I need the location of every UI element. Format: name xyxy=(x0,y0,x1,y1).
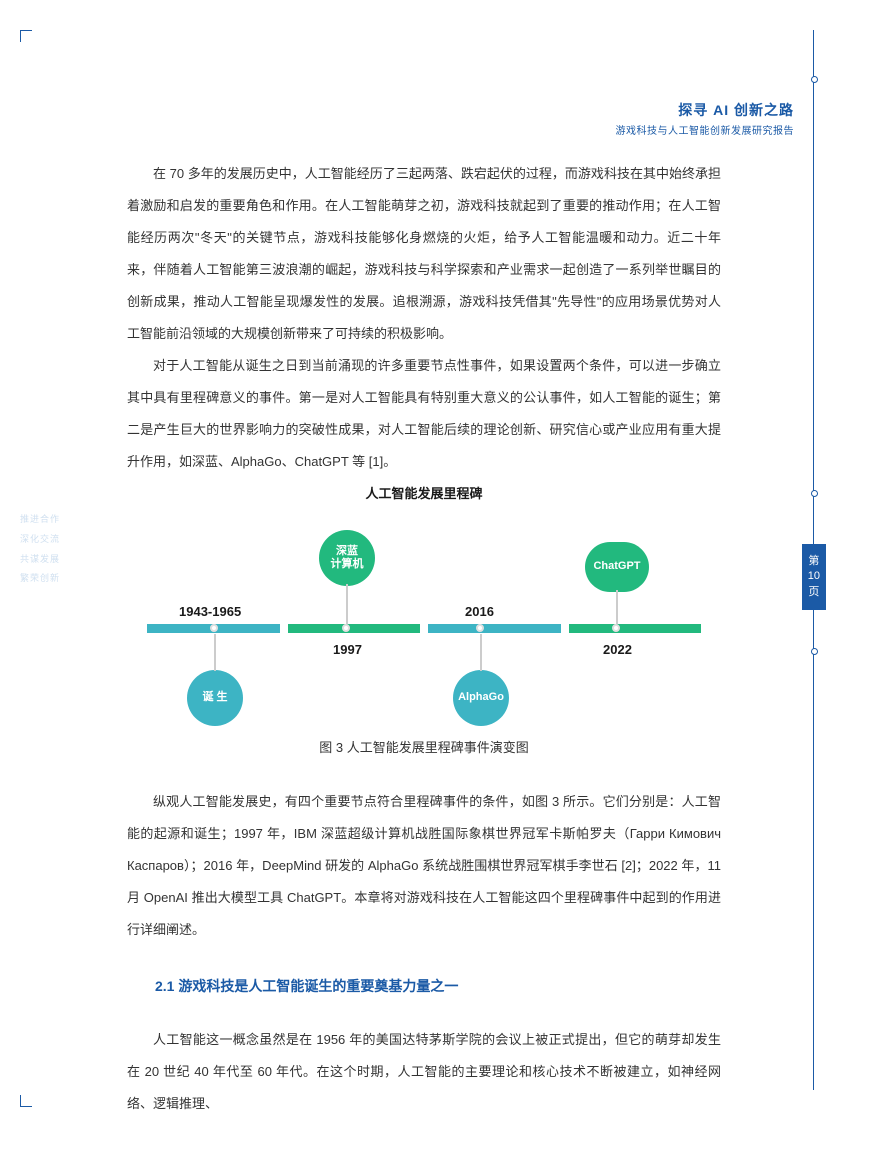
chart-caption: 图 3 人工智能发展里程碑事件演变图 xyxy=(127,737,721,756)
frag-1: 推进合作 xyxy=(20,510,60,530)
content-area: 在 70 多年的发展历史中，人工智能经历了三起两落、跌宕起伏的过程，而游戏科技在… xyxy=(127,158,721,1120)
paragraph-2: 对于人工智能从诞生之日到当前涌现的许多重要节点性事件，如果设置两个条件，可以进一… xyxy=(127,350,721,478)
connector-chatgpt xyxy=(616,590,618,625)
chart-title: 人工智能发展里程碑 xyxy=(127,483,721,502)
page: 推进合作 深化交流 共谋发展 繁荣创新 探寻 AI 创新之路 游戏科技与人工智能… xyxy=(0,0,869,1152)
year-range: 1943-1965 xyxy=(179,604,241,619)
connector-alphago xyxy=(480,634,482,671)
node-birth-label: 诞 生 xyxy=(202,691,227,704)
connector-birth xyxy=(214,634,216,671)
header: 探寻 AI 创新之路 游戏科技与人工智能创新发展研究报告 xyxy=(616,100,795,137)
node-chatgpt: ChatGPT xyxy=(585,542,649,592)
corner-top-left xyxy=(20,30,32,42)
connector-deepblue xyxy=(346,584,348,624)
chart-section: 人工智能发展里程碑 深蓝 计算机 ChatGPT 诞 生 AlphaGo xyxy=(127,483,721,756)
node-alphago-label: AlphaGo xyxy=(458,691,504,704)
node-deepblue: 深蓝 计算机 xyxy=(319,530,375,586)
section-heading: 2.1 游戏科技是人工智能诞生的重要奠基力量之一 xyxy=(155,976,721,996)
margin-dot-3 xyxy=(811,648,818,655)
node-deepblue-l1: 深蓝 xyxy=(336,545,358,558)
timeline-segment xyxy=(569,624,702,633)
paragraph-1: 在 70 多年的发展历史中，人工智能经历了三起两落、跌宕起伏的过程，而游戏科技在… xyxy=(127,158,721,350)
paragraph-3: 纵观人工智能发展史，有四个重要节点符合里程碑事件的条件，如图 3 所示。它们分别… xyxy=(127,786,721,946)
timeline-segment xyxy=(428,624,561,633)
page-num-bottom: 页 xyxy=(808,585,820,600)
timeline: 深蓝 计算机 ChatGPT 诞 生 AlphaGo 1943-1965 201… xyxy=(147,512,701,732)
year-2016: 2016 xyxy=(465,604,494,619)
margin-dot-2 xyxy=(811,490,818,497)
timeline-dot-2 xyxy=(342,624,350,632)
node-alphago: AlphaGo xyxy=(453,670,509,726)
header-title: 探寻 AI 创新之路 xyxy=(616,100,795,120)
node-deepblue-l2: 计算机 xyxy=(331,558,364,571)
frag-4: 繁荣创新 xyxy=(20,569,60,589)
node-birth: 诞 生 xyxy=(187,670,243,726)
timeline-segment xyxy=(288,624,421,633)
page-num-top: 第 xyxy=(808,554,820,569)
page-number: 第 10 页 xyxy=(802,544,826,610)
paragraph-4: 人工智能这一概念虽然是在 1956 年的美国达特茅斯学院的会议上被正式提出，但它… xyxy=(127,1024,721,1120)
side-fragments: 推进合作 深化交流 共谋发展 繁荣创新 xyxy=(20,510,60,589)
corner-bottom-left xyxy=(20,1095,32,1107)
timeline-dot-4 xyxy=(612,624,620,632)
node-chatgpt-label: ChatGPT xyxy=(593,560,640,573)
frag-2: 深化交流 xyxy=(20,530,60,550)
header-subtitle: 游戏科技与人工智能创新发展研究报告 xyxy=(616,122,795,137)
timeline-dot-3 xyxy=(476,624,484,632)
year-1997: 1997 xyxy=(333,642,362,657)
frag-3: 共谋发展 xyxy=(20,550,60,570)
page-num-value: 10 xyxy=(808,569,820,584)
margin-dot-1 xyxy=(811,76,818,83)
timeline-dot-1 xyxy=(210,624,218,632)
year-2022: 2022 xyxy=(603,642,632,657)
